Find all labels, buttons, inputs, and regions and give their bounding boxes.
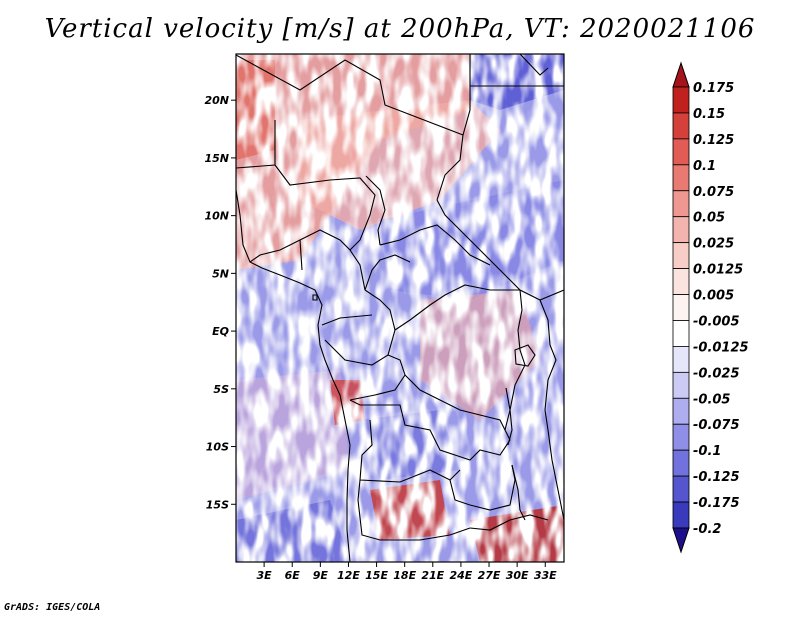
colorbar-level-label: 0.025 xyxy=(693,237,734,252)
lat-tick-label: 5N xyxy=(212,267,229,280)
colorbar-level-label: 0.0125 xyxy=(693,263,743,278)
colorbar-level-label: 0.005 xyxy=(693,289,734,304)
east-border-1 xyxy=(504,289,526,431)
lat-tick-label: 10S xyxy=(206,441,229,454)
colorbar-swatch xyxy=(672,449,690,477)
colorbar-level-label: -0.175 xyxy=(693,496,740,511)
lon-tick-label: 3E xyxy=(257,569,273,582)
lon-tick-label: 24E xyxy=(450,569,473,582)
colorbar-swatch xyxy=(672,320,690,347)
north-border-1 xyxy=(236,54,464,201)
south-border-5 xyxy=(469,514,549,531)
colorbar-swatch xyxy=(672,294,690,321)
lake-victoria xyxy=(514,344,536,367)
colorbar-swatch xyxy=(672,371,690,399)
central-border-4 xyxy=(364,254,411,291)
south-border-1 xyxy=(349,399,511,461)
map-axes: 20N 15N 10N 5N EQ 5S 10S 15S 3E 6E 9E 12E 15E 18E 21E 2… xyxy=(204,94,557,582)
lon-tick-label: 27E xyxy=(478,569,501,582)
lake-malawi xyxy=(511,464,526,521)
lon-tick-label: 15E xyxy=(365,569,388,582)
grads-credit: GrADS: IGES/COLA xyxy=(4,602,101,613)
central-border-3 xyxy=(394,284,520,331)
colorbar-level-label: 0.075 xyxy=(693,185,734,200)
north-border-5 xyxy=(274,164,376,251)
colorbar-swatch xyxy=(672,268,690,295)
east-coast xyxy=(544,409,564,521)
north-border-6 xyxy=(365,175,386,246)
lake-tanganyika xyxy=(505,387,513,446)
lon-tick-label: 21E xyxy=(421,569,444,582)
colorbar-level-label: -0.075 xyxy=(693,418,740,433)
colorbar-level-label: -0.005 xyxy=(693,314,740,329)
colorbar-swatch xyxy=(672,346,690,373)
north-border-2 xyxy=(462,54,471,136)
colorbar-level-label: 0.05 xyxy=(693,211,725,226)
colorbar-swatch xyxy=(672,242,690,269)
west-border-1 xyxy=(249,229,366,291)
bioko-island xyxy=(312,294,318,301)
lon-tick-label: 33E xyxy=(534,569,557,582)
south-border-3 xyxy=(357,479,471,541)
south-border-2 xyxy=(359,419,461,483)
field-texture xyxy=(236,54,564,562)
colorbar-level-label: -0.05 xyxy=(693,392,730,407)
colorbar-swatch xyxy=(672,190,690,218)
colorbar-bottom-arrow xyxy=(672,527,690,554)
lat-tick-label: EQ xyxy=(212,325,229,338)
colorbar-level-label: 0.175 xyxy=(693,81,734,96)
lat-tick-label: 20N xyxy=(204,94,229,107)
colorbar-level-label: -0.2 xyxy=(693,522,721,537)
plot-frame xyxy=(235,53,565,563)
borders-and-coastlines xyxy=(236,54,564,562)
colorbar-swatch xyxy=(672,475,690,503)
lat-tick-label: 5S xyxy=(213,383,229,396)
east-border-2 xyxy=(539,299,557,411)
colorbar-swatch xyxy=(672,501,690,529)
colorbar-swatch xyxy=(672,397,690,425)
colorbar-level-label: 0.125 xyxy=(693,133,734,148)
sahel-border-1 xyxy=(436,199,564,301)
colorbar-level-label: 0.15 xyxy=(693,107,725,122)
lat-tick-label: 15N xyxy=(204,152,229,165)
lat-tick-label: 15S xyxy=(206,498,229,511)
colorbar-level-label: -0.1 xyxy=(693,444,721,459)
northeast-border xyxy=(519,54,549,76)
central-border-1 xyxy=(324,289,396,366)
colorbar-level-label: 0.1 xyxy=(693,159,716,174)
map-title: Vertical velocity [m/s] at 200hPa, VT: 2… xyxy=(44,14,756,44)
velocity-field xyxy=(236,54,564,562)
west-border-2 xyxy=(299,239,303,271)
colorbar-swatch xyxy=(672,423,690,451)
lon-tick-label: 6E xyxy=(285,569,301,582)
drc-border-1 xyxy=(349,354,406,401)
sahel-border-2 xyxy=(379,224,491,266)
lon-tick-label: 9E xyxy=(313,569,329,582)
south-border-4 xyxy=(449,464,516,511)
lat-tick-label: 10N xyxy=(204,210,229,223)
drc-border-2 xyxy=(404,374,511,441)
colorbar-swatch xyxy=(672,112,690,140)
lon-tick-label: 30E xyxy=(506,569,529,582)
colorbar-swatch xyxy=(672,138,690,166)
colorbar-swatch xyxy=(672,216,690,244)
colorbar-level-label: -0.0125 xyxy=(693,340,749,355)
west-africa-coastline xyxy=(236,189,351,562)
colorbar-level-label: -0.025 xyxy=(693,366,740,381)
lon-tick-label: 18E xyxy=(393,569,416,582)
lon-tick-label: 12E xyxy=(337,569,360,582)
colorbar: 0.175 0.15 0.125 0.1 0.075 0.05 0.025 0.0125 0.0… xyxy=(672,61,749,554)
central-border-2 xyxy=(321,314,373,326)
colorbar-level-label: -0.125 xyxy=(693,470,740,485)
colorbar-top-arrow xyxy=(672,61,690,88)
colorbar-swatch xyxy=(672,86,690,114)
colorbar-swatch xyxy=(672,164,690,192)
